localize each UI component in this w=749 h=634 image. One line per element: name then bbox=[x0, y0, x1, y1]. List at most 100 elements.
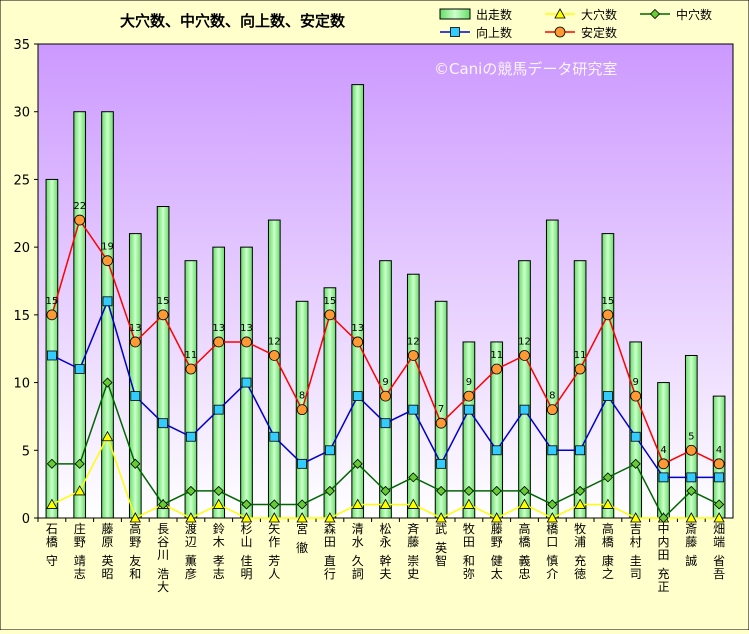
data-label: 12 bbox=[407, 336, 420, 347]
point-circle-21 bbox=[630, 390, 642, 402]
bar-13 bbox=[406, 273, 420, 519]
x-tick-label: 宮 徹 bbox=[296, 521, 308, 555]
point-triangle-0 bbox=[46, 498, 58, 509]
point-square-10 bbox=[324, 445, 335, 456]
data-label: 7 bbox=[438, 404, 444, 415]
x-tick-label: 森田 直行 bbox=[324, 521, 336, 581]
point-circle-2 bbox=[102, 255, 113, 267]
point-circle-11 bbox=[352, 336, 364, 348]
x-tick-label: 畑端 省吾 bbox=[713, 522, 725, 581]
data-label: 15 bbox=[46, 296, 59, 307]
point-diamond-19 bbox=[575, 485, 586, 496]
x-tick-label: 渡辺 薫彦 bbox=[185, 521, 197, 581]
point-diamond-18 bbox=[547, 499, 558, 510]
x-tick-label: 鈴木 孝志 bbox=[213, 521, 225, 581]
point-square-11 bbox=[352, 391, 363, 402]
x-tick-label: 高橋 康之 bbox=[602, 521, 614, 581]
legend-label: 安定数 bbox=[581, 25, 617, 40]
series-circle: 15 22 19 13 15 11 13 13 12 8 15 13 9 12 7 9 11 12 8 11 15 9 4 5… bbox=[46, 201, 725, 470]
point-diamond-8 bbox=[269, 499, 280, 510]
point-circle-4 bbox=[157, 309, 169, 321]
y-tick-label: 15 bbox=[13, 309, 30, 324]
point-diamond-12 bbox=[380, 485, 391, 496]
series-diamond bbox=[46, 377, 725, 524]
bar-20 bbox=[601, 233, 615, 519]
point-circle-23 bbox=[685, 444, 697, 456]
point-triangle-5 bbox=[185, 512, 197, 523]
data-label: 9 bbox=[633, 377, 639, 388]
data-label: 13 bbox=[351, 323, 364, 334]
bar-6 bbox=[212, 246, 226, 519]
point-circle-17 bbox=[519, 350, 530, 361]
point-square-17 bbox=[519, 404, 530, 415]
legend-item: 安定数 bbox=[545, 25, 617, 40]
bar-17 bbox=[518, 260, 531, 519]
data-label: 5 bbox=[688, 431, 694, 442]
data-label: 11 bbox=[185, 350, 198, 361]
x-tick-label: 矢作 芳人 bbox=[268, 522, 280, 581]
point-circle-3 bbox=[129, 336, 141, 348]
bar-4 bbox=[156, 206, 170, 519]
point-circle-8 bbox=[268, 350, 280, 361]
y-axis: 0 5 10 15 20 25 30 35 bbox=[13, 38, 38, 527]
point-diamond-10 bbox=[324, 485, 335, 496]
y-tick-label: 35 bbox=[13, 38, 30, 53]
y-tick-label: 20 bbox=[13, 241, 30, 256]
point-diamond-5 bbox=[185, 485, 196, 496]
point-triangle-2 bbox=[101, 430, 114, 442]
data-label: 22 bbox=[73, 201, 86, 212]
point-square-6 bbox=[213, 404, 224, 415]
data-label: 15 bbox=[157, 296, 170, 307]
y-tick-label: 25 bbox=[13, 173, 30, 188]
point-triangle-17 bbox=[518, 498, 531, 509]
point-triangle-21 bbox=[630, 512, 642, 523]
legend-item: 大穴数 bbox=[545, 7, 617, 22]
point-triangle-14 bbox=[435, 512, 447, 523]
point-circle-9 bbox=[296, 404, 308, 416]
x-tick-label: 橋口 慎介 bbox=[546, 522, 558, 581]
point-triangle-24 bbox=[713, 512, 725, 523]
data-label: 19 bbox=[101, 242, 114, 253]
y-tick-label: 5 bbox=[22, 444, 30, 459]
point-triangle-20 bbox=[602, 498, 614, 509]
bar-10 bbox=[323, 287, 337, 519]
bar-8 bbox=[267, 219, 281, 519]
data-label: 12 bbox=[268, 336, 281, 347]
bar-3 bbox=[128, 233, 142, 519]
point-square-23 bbox=[686, 472, 697, 483]
point-circle-15 bbox=[463, 390, 475, 402]
legend-marker bbox=[554, 26, 566, 38]
y-tick-label: 0 bbox=[22, 512, 30, 527]
data-label: 8 bbox=[549, 391, 555, 402]
legend-marker bbox=[554, 8, 566, 19]
point-circle-22 bbox=[658, 458, 669, 470]
x-tick-label: 武 英智 bbox=[435, 522, 447, 568]
x-tick-label: 高橋 義忠 bbox=[518, 521, 530, 581]
point-triangle-13 bbox=[407, 498, 419, 509]
point-circle-14 bbox=[435, 417, 447, 429]
point-circle-18 bbox=[546, 404, 558, 416]
point-circle-16 bbox=[491, 363, 503, 375]
legend-item: 向上数 bbox=[440, 25, 512, 40]
data-label: 8 bbox=[299, 391, 305, 402]
point-circle-20 bbox=[602, 309, 614, 321]
point-square-21 bbox=[630, 431, 641, 442]
x-axis: 石橋 守 庄野 靖志 藤原 英昭 高野 友和 長谷川 浩大 渡辺 薫彦 鈴木 孝志 杉山 佳明… bbox=[37, 518, 725, 594]
point-triangle-23 bbox=[685, 512, 697, 523]
point-diamond-7 bbox=[241, 499, 252, 510]
point-square-8 bbox=[269, 431, 280, 442]
point-triangle-15 bbox=[463, 498, 475, 509]
data-label: 15 bbox=[602, 296, 615, 307]
chart-title: 大穴数、中穴数、向上数、安定数 bbox=[120, 12, 346, 30]
data-label: 11 bbox=[574, 350, 587, 361]
line-series: 15 22 19 13 15 11 13 13 12 8 15 13 9 12 7 9 11 12 8 11 15 9 4 5… bbox=[46, 201, 725, 524]
x-tick-label: 中内田 充正 bbox=[657, 521, 669, 594]
data-label: 13 bbox=[240, 323, 253, 334]
point-square-4 bbox=[158, 418, 169, 429]
point-diamond-24 bbox=[714, 499, 725, 510]
point-diamond-16 bbox=[491, 485, 502, 496]
point-diamond-22 bbox=[658, 512, 669, 524]
series-triangle bbox=[46, 430, 725, 523]
